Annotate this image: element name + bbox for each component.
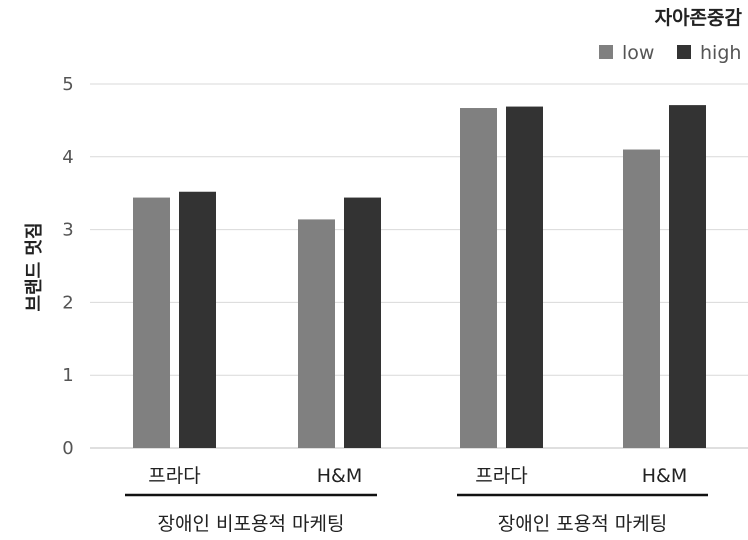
bar-low	[460, 108, 497, 449]
legend: 자아존중감 low high	[599, 7, 743, 64]
bar-low	[298, 219, 335, 448]
x-category-label: 프라다	[148, 465, 200, 487]
bar-high	[179, 191, 216, 448]
y-tick-label: 3	[62, 220, 73, 241]
bar-high	[669, 105, 706, 448]
x-category-label: 프라다	[475, 465, 527, 487]
bars	[133, 105, 706, 449]
bar-high	[506, 106, 543, 449]
legend-items: low high	[599, 42, 741, 64]
bar-low	[133, 197, 170, 448]
x-category-label: H&M	[642, 465, 688, 487]
x-category-label: H&M	[317, 465, 363, 487]
y-tick-label: 2	[62, 292, 73, 313]
y-axis-label: 브랜드 멋짐	[24, 222, 45, 311]
y-tick-label: 0	[62, 438, 73, 459]
legend-title: 자아존중감	[655, 7, 743, 29]
bar-low	[623, 149, 660, 448]
x-axis-group-labels: 장애인 비포용적 마케팅 장애인 포용적 마케팅	[125, 493, 708, 535]
y-tick-label: 4	[62, 147, 73, 168]
y-axis-ticks: 0 1 2 3 4 5	[62, 74, 73, 459]
legend-swatch-high	[677, 45, 691, 59]
legend-label-low: low	[622, 42, 654, 64]
bar-high	[344, 197, 381, 448]
x-group-label: 장애인 비포용적 마케팅	[158, 513, 345, 535]
x-group-label: 장애인 포용적 마케팅	[498, 513, 667, 535]
y-tick-label: 5	[62, 74, 73, 95]
legend-swatch-low	[599, 45, 613, 59]
x-axis-category-labels: 프라다 H&M 프라다 H&M	[148, 465, 687, 487]
y-tick-label: 1	[62, 365, 73, 386]
legend-label-high: high	[700, 42, 741, 64]
